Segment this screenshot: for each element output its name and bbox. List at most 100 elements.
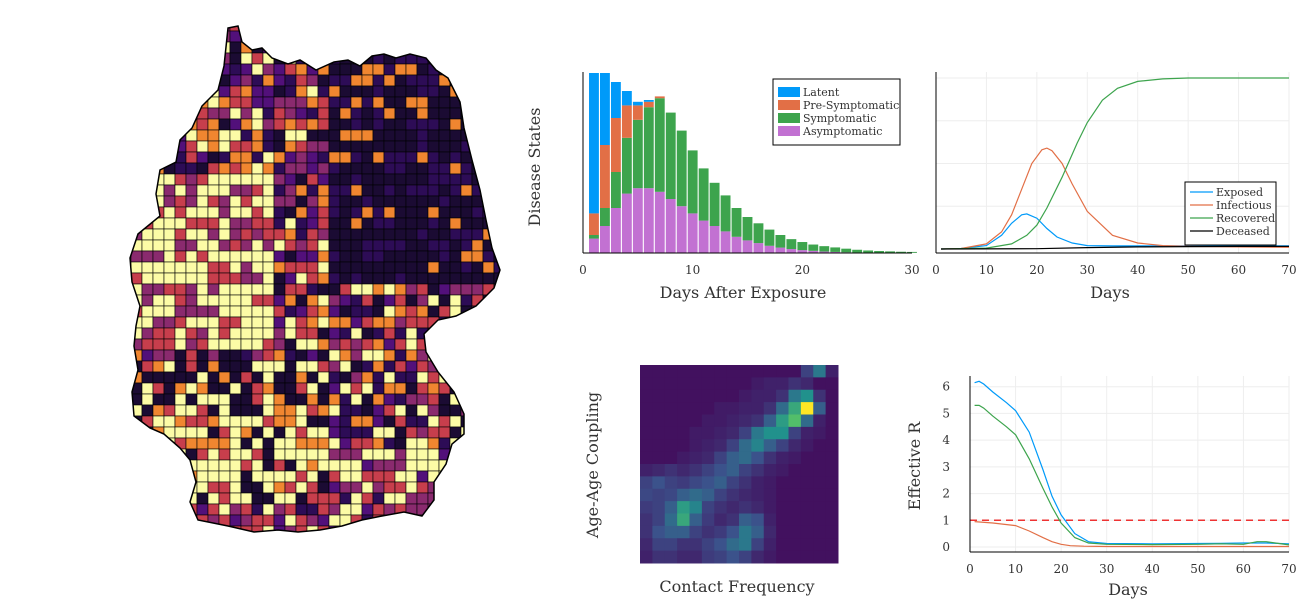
map-district-cell [449, 316, 462, 329]
map-district-cell [483, 537, 494, 545]
map-district-cell [240, 41, 253, 54]
y-tick-label: 1 [942, 513, 950, 527]
legend-label: Deceased [1216, 225, 1270, 238]
map-district-cell [383, 426, 396, 439]
map-district-cell [262, 481, 275, 494]
map-district-cell [295, 26, 308, 32]
map-district-cell [339, 481, 352, 494]
map-district-cell [350, 492, 363, 505]
map-district-cell [196, 206, 209, 219]
map-district-cell [471, 382, 484, 395]
map-district-cell [350, 118, 363, 131]
map-district-cell [174, 272, 187, 285]
y-tick-label: 6 [942, 380, 950, 394]
heatmap-cell [763, 377, 777, 391]
map-district-cell [130, 404, 132, 417]
bar-segment [808, 244, 819, 251]
map-district-cell [505, 108, 510, 119]
heatmap-cell [652, 538, 666, 552]
map-district-cell [416, 140, 429, 153]
bar-segment [709, 182, 720, 226]
map-district-cell [262, 404, 275, 417]
map-district-cell [262, 85, 275, 98]
heatmap-cell [726, 414, 740, 428]
map-district-cell [273, 338, 286, 351]
map-district-cell [174, 239, 187, 252]
map-district-cell [449, 404, 462, 417]
map-district-cell [482, 41, 495, 54]
map-district-cell [427, 140, 440, 153]
map-district-cell [394, 239, 407, 252]
map-district-cell [196, 338, 209, 351]
x-axis-label: Contact Frequency [659, 577, 814, 596]
x-tick-label: 0 [966, 562, 974, 576]
map-district-cell [416, 294, 429, 307]
map-district-cell [229, 184, 242, 197]
heatmap-cell [652, 402, 666, 415]
map-district-cell [152, 107, 165, 120]
map-district-cell [262, 261, 275, 274]
map-district-cell [262, 173, 275, 186]
bar-segment [676, 130, 687, 207]
map-district-cell [317, 206, 330, 219]
map-district-cell [196, 503, 209, 516]
map-district-cell [163, 250, 176, 263]
map-district-cell [130, 360, 132, 373]
map-district-cell [361, 96, 374, 109]
map-district-cell [405, 26, 418, 32]
heatmap-cell [726, 426, 740, 440]
map-district-cell [240, 426, 253, 439]
map-district-cell [141, 459, 154, 472]
map-district-cell [339, 151, 352, 164]
map-district-cell [383, 415, 396, 428]
heatmap-cell [689, 550, 703, 564]
map-district-cell [361, 349, 374, 362]
map-district-cell [383, 294, 396, 307]
map-district-cell [394, 217, 407, 230]
map-district-cell [505, 141, 510, 152]
map-district-cell [416, 481, 429, 494]
map-district-cell [482, 162, 495, 175]
map-district-cell [372, 459, 385, 472]
map-district-cell [130, 26, 143, 32]
heatmap-cell [776, 365, 789, 378]
bar-segment [643, 188, 654, 253]
map-district-cell [152, 470, 165, 483]
map-district-cell [427, 459, 440, 472]
map-district-cell [372, 129, 385, 142]
map-district-cell [328, 107, 341, 120]
map-district-cell [229, 140, 242, 153]
map-district-cell [130, 173, 143, 186]
map-district-cell [230, 537, 241, 545]
map-district-cell [361, 305, 374, 318]
map-district-cell [405, 360, 418, 373]
map-district-cell [339, 437, 352, 450]
map-district-cell [295, 415, 308, 428]
map-district-cell [130, 74, 143, 87]
map-district-cell [142, 537, 153, 545]
map-district-cell [405, 129, 418, 142]
map-district-cell [218, 239, 231, 252]
bar-segment [599, 208, 610, 226]
map-district-cell [130, 382, 132, 395]
map-district-cell [405, 228, 418, 241]
map-district-cell [185, 195, 198, 208]
map-district-cell [361, 393, 374, 406]
map-district-cell [394, 316, 407, 329]
map-district-cell [196, 261, 209, 274]
map-district-cell [405, 140, 418, 153]
heatmap-cell [640, 501, 653, 514]
map-district-cell [174, 360, 187, 373]
map-district-cell [372, 415, 385, 428]
map-district-cell [185, 173, 198, 186]
map-district-cell [438, 481, 451, 494]
map-district-cell [505, 240, 510, 251]
map-district-cell [328, 459, 341, 472]
map-district-cell [207, 206, 220, 219]
map-district-cell [394, 294, 407, 307]
map-district-cell [372, 393, 385, 406]
map-district-cell [317, 393, 330, 406]
map-district-cell [471, 107, 484, 120]
map-district-cell [218, 437, 231, 450]
map-district-cell [185, 85, 198, 98]
